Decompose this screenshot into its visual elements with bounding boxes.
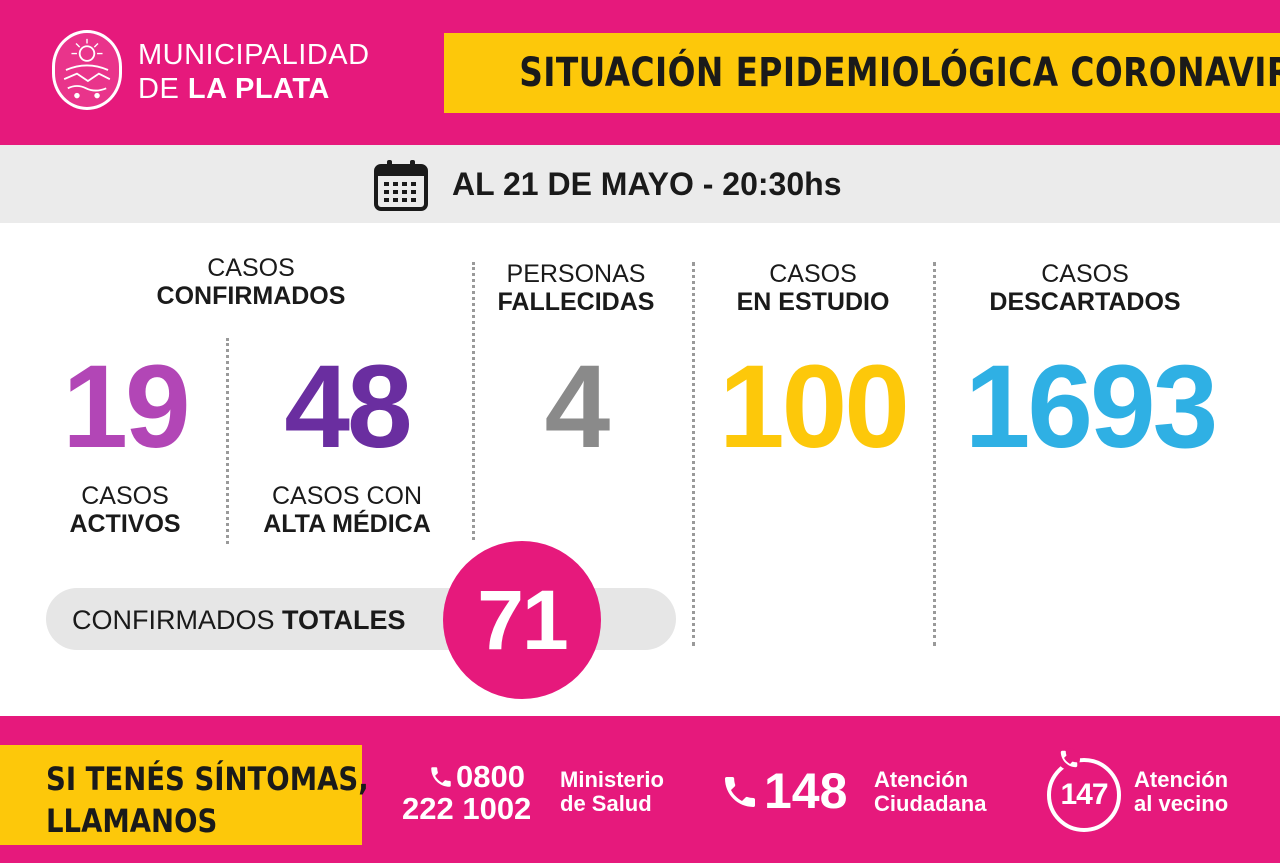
- page-title: SITUACIÓN EPIDEMIOLÓGICA CORONAVIRUS: [519, 50, 1280, 96]
- vecino-label-line2: al vecino: [1134, 791, 1229, 816]
- confirmados-heading-line1: CASOS: [207, 254, 295, 282]
- municipality-name: MUNICIPALIDAD DE LA PLATA: [138, 38, 370, 106]
- descartados-value: 1693: [964, 341, 1219, 473]
- seal-emblem: [63, 38, 111, 99]
- ministerio-label: Ministerio de Salud: [560, 768, 664, 816]
- estudio-heading-line1: CASOS: [769, 260, 857, 288]
- totals-label: CONFIRMADOS TOTALES: [72, 604, 406, 636]
- confirmados-heading: CASOS CONFIRMADOS: [106, 254, 396, 310]
- ciudadana-label-line2: Ciudadana: [874, 791, 987, 816]
- ciudadana-label: Atención Ciudadana: [874, 768, 986, 816]
- symptoms-line1: SI TENÉS SÍNTOMAS,: [46, 760, 369, 798]
- descartados-heading-line2: DESCARTADOS: [989, 288, 1181, 316]
- totals-label-regular: CONFIRMADOS: [72, 605, 275, 635]
- municipality-line1: MUNICIPALIDAD: [138, 39, 370, 71]
- symptoms-message: SI TENÉS SÍNTOMAS, LLAMANOS: [46, 758, 369, 842]
- alta-label-line1: CASOS CON: [271, 482, 423, 510]
- ciudadana-label-line1: Atención: [874, 767, 969, 792]
- ciudadana-number: 148: [764, 763, 848, 819]
- divider: [472, 262, 475, 540]
- vecino-label-line1: Atención: [1134, 767, 1229, 792]
- fallecidas-value: 4: [544, 341, 611, 473]
- ministerio-number-line2: 222 1002: [402, 791, 532, 826]
- alta-label-line2: ALTA MÉDICA: [263, 510, 431, 538]
- symptoms-line2: LLAMANOS: [46, 802, 218, 840]
- municipality-seal: [52, 30, 122, 110]
- ministerio-number-line1: 0800: [456, 759, 525, 794]
- descartados-heading: CASOS DESCARTADOS: [960, 260, 1210, 316]
- ministerio-label-line2: de Salud: [560, 791, 652, 816]
- fallecidas-heading-line1: PERSONAS: [506, 260, 646, 288]
- phone-icon: [431, 767, 451, 787]
- phone-icon: [725, 777, 755, 807]
- divider: [226, 338, 229, 544]
- vecino-circle: [1047, 758, 1121, 832]
- divider: [692, 262, 695, 646]
- phone-icon: [1058, 748, 1080, 770]
- ministerio-label-line1: Ministerio: [560, 767, 664, 792]
- alta-value: 48: [284, 341, 412, 473]
- alta-label: CASOS CON ALTA MÉDICA: [247, 482, 447, 538]
- estudio-heading-line2: EN ESTUDIO: [736, 288, 890, 316]
- fallecidas-heading-line2: FALLECIDAS: [497, 288, 655, 316]
- title-banner: SITUACIÓN EPIDEMIOLÓGICA CORONAVIRUS: [444, 33, 1280, 113]
- activos-label: CASOS ACTIVOS: [40, 482, 210, 538]
- vecino-number: 147: [1060, 778, 1108, 811]
- activos-label-line2: ACTIVOS: [69, 510, 181, 538]
- totals-value: 71: [443, 541, 601, 699]
- divider: [933, 262, 936, 646]
- date-bar: AL 21 DE MAYO - 20:30hs: [0, 145, 1280, 223]
- confirmados-heading-line2: CONFIRMADOS: [156, 282, 346, 310]
- vecino-label: Atención al vecino: [1134, 768, 1228, 816]
- totals-label-bold: TOTALES: [282, 605, 406, 635]
- fallecidas-heading: PERSONAS FALLECIDAS: [481, 260, 671, 316]
- report-date: AL 21 DE MAYO - 20:30hs: [452, 166, 842, 202]
- municipality-line2-bold: LA PLATA: [187, 73, 330, 105]
- estudio-value: 100: [719, 341, 910, 473]
- activos-label-line1: CASOS: [81, 482, 169, 510]
- estudio-heading: CASOS EN ESTUDIO: [708, 260, 918, 316]
- activos-value: 19: [62, 341, 190, 473]
- calendar-icon: [374, 160, 428, 211]
- symptoms-banner: [0, 745, 362, 845]
- descartados-heading-line1: CASOS: [1041, 260, 1129, 288]
- municipality-line2-prefix: DE: [138, 73, 180, 105]
